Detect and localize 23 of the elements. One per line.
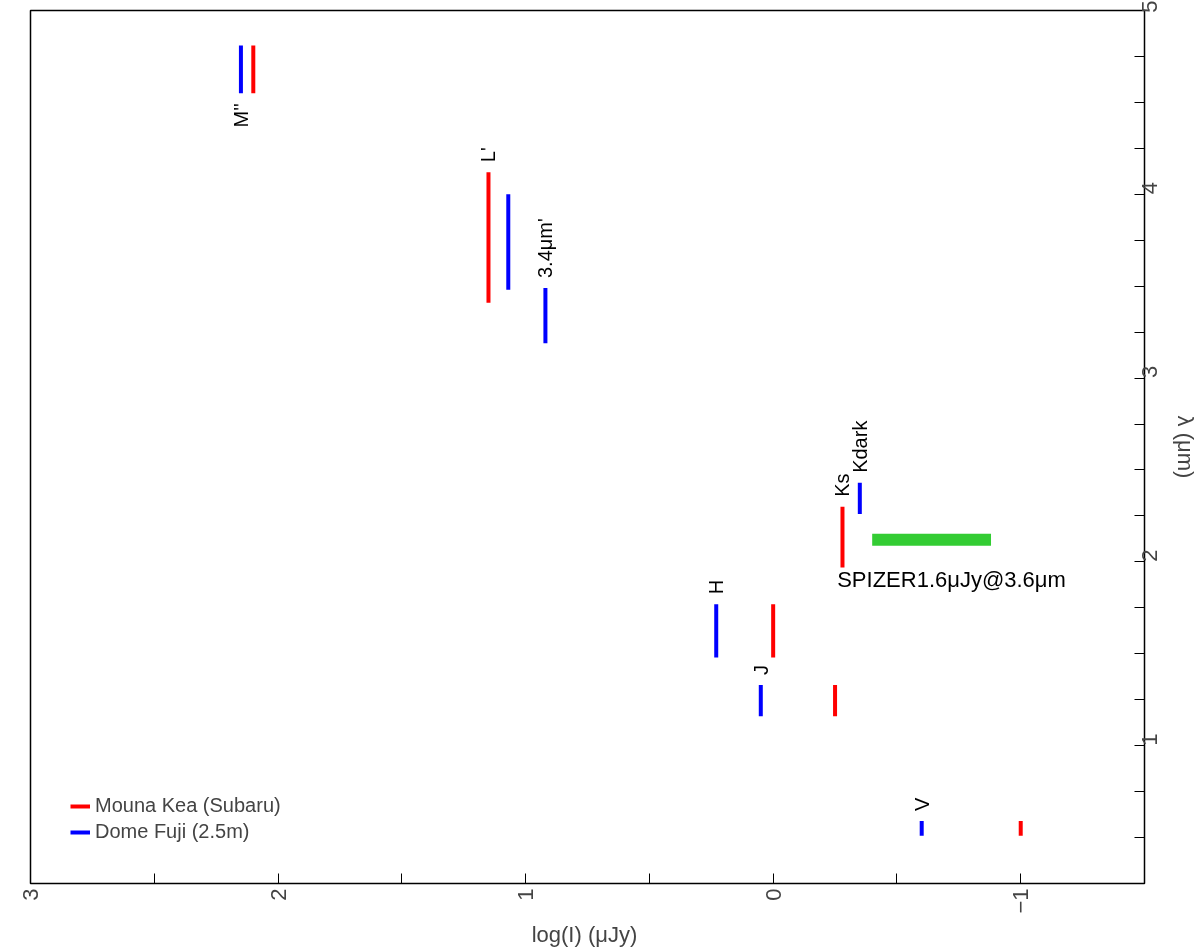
y-tick-label: 1 [1137, 733, 1162, 746]
x-tick-label: −1 [1008, 888, 1034, 914]
x-tick-label: 2 [265, 888, 291, 901]
x-tick-label: 3 [18, 888, 43, 901]
annotation: V [910, 797, 933, 812]
x-tick-label: 0 [760, 888, 786, 901]
y-tick-label: 5 [1137, 0, 1162, 13]
y-tick-label: 4 [1137, 182, 1162, 195]
annotation: M'' [229, 103, 252, 128]
x-tick-label: 1 [513, 888, 539, 901]
legend-label: Mouna Kea (Subaru) [95, 794, 281, 817]
y-tick-label: 2 [1137, 549, 1162, 562]
x-axis-title: log(I) (μJy) [531, 921, 638, 947]
y-axis-title: λ (μm) [1172, 415, 1198, 479]
annotation: 3.4μm' [534, 218, 557, 279]
legend-label: Dome Fuji (2.5m) [95, 820, 250, 843]
annotation: H [705, 579, 728, 595]
y-tick-label: 3 [1137, 365, 1162, 379]
annotation: SPIZER1.6μJy@3.6μm [837, 567, 1066, 593]
annotation: Ks [831, 473, 854, 497]
annotation: Kdark [848, 419, 871, 473]
annotation: L' [477, 147, 500, 163]
annotation: J [749, 665, 772, 676]
